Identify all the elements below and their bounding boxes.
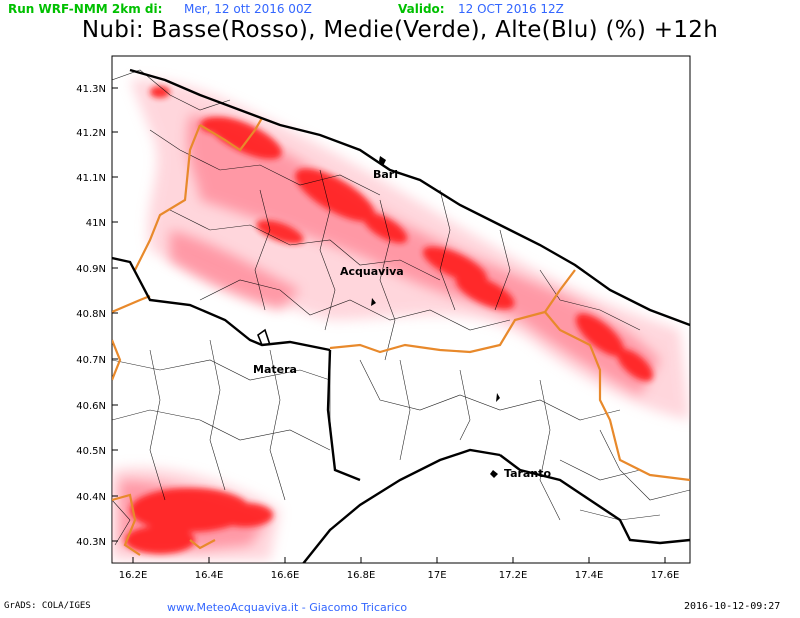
footer-credit-grads: GrADS: COLA/IGES	[4, 601, 91, 611]
y-axis: 41.3N 41.2N 41.1N 41N 40.9N 40.8N 40.7N …	[76, 84, 118, 548]
map-title: Nubi: Basse(Rosso), Medie(Verde), Alte(B…	[81, 17, 719, 43]
x-tick-label: 17.4E	[575, 570, 604, 581]
y-tick-label: 40.5N	[76, 446, 106, 457]
y-tick-label: 41.2N	[76, 128, 106, 139]
x-tick-label: 17.6E	[651, 570, 680, 581]
y-tick-label: 40.8N	[76, 309, 106, 320]
valid-date: 12 OCT 2016 12Z	[458, 2, 564, 16]
city-label-acquaviva: Acquaviva	[340, 265, 404, 278]
city-matera: Matera	[253, 363, 297, 376]
low-cloud-core	[125, 86, 654, 554]
x-tick-label: 16.4E	[195, 570, 224, 581]
regional-boundaries	[112, 117, 690, 556]
city-acquaviva: Acquaviva	[340, 265, 404, 306]
x-tick-label: 16.8E	[347, 570, 376, 581]
y-tick-label: 40.3N	[76, 537, 106, 548]
y-tick-label: 40.9N	[76, 264, 106, 275]
city-marker-icon	[496, 393, 500, 402]
city-marker-icon	[379, 156, 386, 166]
y-tick-label: 40.7N	[76, 355, 106, 366]
y-tick-label: 40.4N	[76, 492, 106, 503]
run-label: Run WRF-NMM 2km di:	[8, 2, 163, 16]
city-taranto: Taranto	[490, 393, 551, 480]
footer-timestamp: 2016-10-12-09:27	[684, 601, 781, 612]
run-date: Mer, 12 ott 2016 00Z	[184, 2, 312, 16]
x-tick-label: 17E	[427, 570, 446, 581]
y-tick-label: 40.6N	[76, 401, 106, 412]
valid-label: Valido:	[398, 2, 445, 16]
city-label-bari: Bari	[373, 168, 398, 181]
city-bari: Bari	[373, 156, 398, 181]
x-tick-label: 16.6E	[271, 570, 300, 581]
y-tick-label: 41N	[86, 218, 106, 229]
y-tick-label: 41.3N	[76, 84, 106, 95]
x-tick-label: 16.2E	[119, 570, 148, 581]
matera-boundary	[257, 328, 271, 346]
footer-website: www.MeteoAcquaviva.it - Giacomo Tricaric…	[167, 601, 408, 614]
coastline	[112, 68, 690, 563]
x-axis: 16.2E 16.4E 16.6E 16.8E 17E 17.2E 17.4E …	[119, 557, 680, 581]
city-marker-icon	[371, 298, 376, 306]
city-marker-icon	[490, 470, 498, 478]
municipal-boundaries	[112, 69, 690, 546]
x-tick-label: 17.2E	[499, 570, 528, 581]
city-label-taranto: Taranto	[504, 467, 551, 480]
city-label-matera: Matera	[253, 363, 297, 376]
y-tick-label: 41.1N	[76, 173, 106, 184]
